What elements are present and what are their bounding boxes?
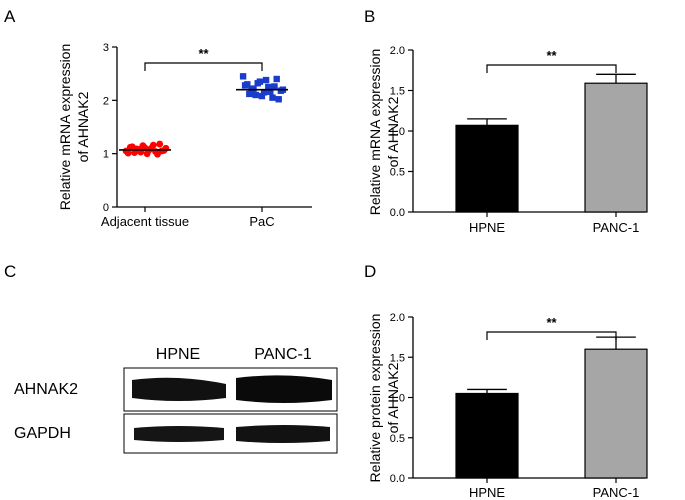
blot-band-gapdh-hpne	[134, 426, 224, 442]
chart-a-point	[269, 94, 276, 101]
chart-a-point	[260, 89, 268, 96]
chart-a-point	[254, 80, 261, 87]
chart-d-category-label: HPNE	[469, 485, 505, 500]
chart-b: 0.0 0.5 1.0 1.5 2.0 Relative mRNA expression o…	[367, 45, 648, 235]
chart-a-point	[275, 96, 282, 103]
chart-a-point	[265, 83, 272, 91]
chart-a-point	[252, 91, 259, 99]
chart-a-category-label: PaC	[249, 214, 274, 229]
chart-a-significance-label: **	[198, 46, 209, 61]
chart-d-y-tick-label: 0.5	[390, 433, 405, 445]
panel-letter-d: D	[364, 262, 376, 281]
chart-a-point	[241, 82, 249, 89]
chart-b-y-tick-label: 0.5	[390, 167, 405, 179]
chart-d-y-tick-label: 1.5	[390, 352, 405, 364]
chart-d-y-tick-label: 0.0	[390, 473, 405, 485]
chart-a-point	[149, 141, 157, 149]
chart-a-y-tick-label: 0	[103, 202, 109, 214]
chart-a-point	[271, 83, 278, 90]
chart-a: 0 1 2 3 Relative mRNA expression of AHNAK2 Adj…	[57, 42, 312, 229]
chart-b-y-tick-label: 1.5	[390, 86, 405, 98]
chart-a-point	[258, 92, 266, 100]
blot-lane-label-hpne: HPNE	[156, 346, 200, 363]
blot-band-gapdh-panc1	[236, 425, 330, 443]
panel-letter-a: A	[4, 7, 16, 26]
chart-d-y-axis-title: Relative protein expression	[367, 314, 383, 483]
chart-d-y-tick-label: 1.0	[390, 393, 405, 405]
chart-a-point	[273, 75, 280, 83]
chart-b-y-tick-label: 0.0	[390, 207, 405, 219]
chart-b-significance-label: **	[546, 48, 557, 63]
chart-a-y-tick-label: 1	[103, 149, 109, 161]
blot-band-ahnak2-panc1	[236, 375, 332, 403]
panel-letter-c: C	[4, 262, 16, 281]
chart-a-y-axis-title: of AHNAK2	[75, 91, 91, 162]
chart-b-y-axis-title: Relative mRNA expression	[367, 49, 383, 216]
chart-d-bar	[455, 392, 519, 479]
chart-b-bar	[455, 124, 519, 213]
panel-letter-b: B	[364, 7, 375, 26]
chart-d-y-axis-title: of AHNAK2	[385, 362, 401, 433]
chart-a-y-axis-title: Relative mRNA expression	[57, 44, 73, 211]
chart-a-point	[156, 140, 164, 148]
chart-d-y-tick-label: 2.0	[390, 312, 405, 324]
blot-row-label-gapdh: GAPDH	[14, 425, 71, 442]
chart-b-bar	[584, 82, 648, 213]
western-blot: HPNE PANC-1 AHNAK2 GAPDH	[14, 346, 338, 454]
chart-a-category-label: Adjacent tissue	[101, 214, 189, 229]
chart-d-bar	[584, 348, 648, 479]
blot-band-ahnak2-hpne	[132, 377, 226, 401]
chart-a-y-tick-label: 2	[103, 95, 109, 107]
chart-b-significance-bracket	[486, 64, 617, 73]
chart-a-point	[250, 85, 257, 92]
chart-d-significance-label: **	[546, 315, 557, 330]
chart-a-significance-bracket	[144, 62, 263, 71]
chart-a-point	[262, 76, 270, 84]
chart-b-y-tick-label: 1.0	[390, 126, 405, 138]
chart-b-category-label: HPNE	[469, 220, 505, 235]
chart-d-category-label: PANC-1	[593, 485, 640, 500]
chart-a-point	[267, 88, 274, 95]
blot-lane-label-panc1: PANC-1	[254, 346, 312, 363]
chart-b-y-tick-label: 2.0	[390, 45, 405, 57]
chart-a-point	[124, 149, 132, 157]
chart-d-significance-bracket	[486, 331, 617, 340]
chart-a-point	[246, 90, 253, 98]
chart-b-category-label: PANC-1	[593, 220, 640, 235]
chart-a-point	[239, 73, 247, 80]
blot-row-label-ahnak2: AHNAK2	[14, 381, 78, 398]
chart-d: 0.0 0.5 1.0 1.5 2.0 Relative protein expressi…	[367, 312, 648, 500]
chart-a-y-tick-label: 3	[103, 42, 109, 54]
chart-b-y-axis-title: of AHNAK2	[385, 96, 401, 167]
